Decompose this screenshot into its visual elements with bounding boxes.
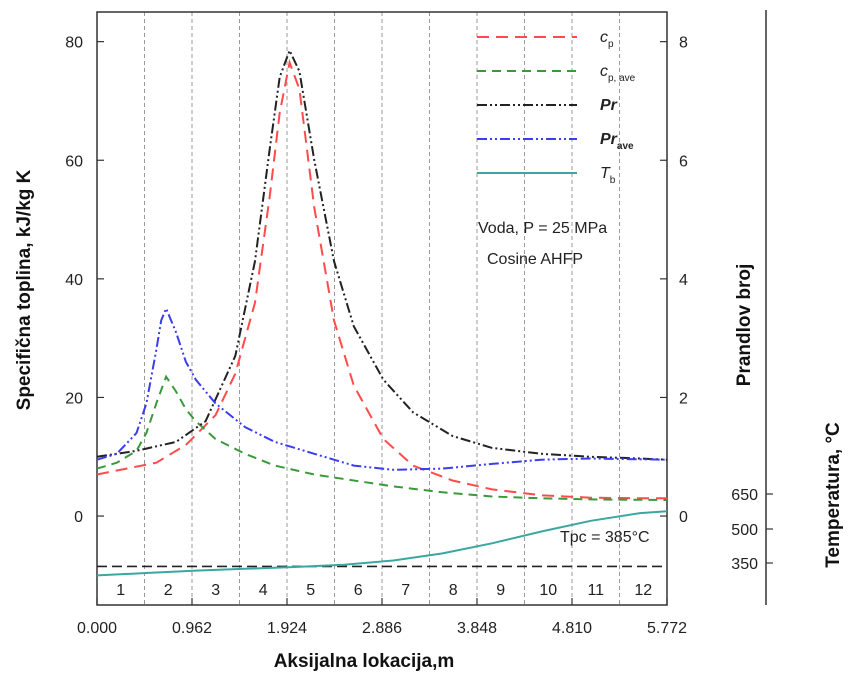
y-tick-right-label: 0 bbox=[679, 509, 688, 526]
series-line bbox=[96, 58, 667, 500]
y-tick-left-label: 40 bbox=[65, 272, 83, 289]
y-tick-right-label: 4 bbox=[679, 272, 688, 289]
legend-label: Prave bbox=[600, 131, 634, 152]
fluid-annotation: Voda, P = 25 MPa bbox=[478, 220, 607, 237]
temperature-tick-label: 650 bbox=[731, 487, 758, 504]
y-tick-right-label: 8 bbox=[679, 35, 688, 52]
section-label: 5 bbox=[306, 582, 315, 599]
y-axis-left-title: Specifična toplina, kJ/kg K bbox=[14, 169, 35, 410]
flux-annotation: Cosine AHFP bbox=[487, 251, 583, 268]
section-label: 10 bbox=[539, 582, 557, 599]
x-tick-label: 0.000 bbox=[77, 620, 117, 637]
y-tick-left-label: 0 bbox=[74, 509, 83, 526]
temperature-ticks: 650 500 350 bbox=[731, 487, 773, 573]
section-labels: 1 2 3 4 5 6 7 8 9 10 11 12 bbox=[116, 582, 652, 599]
y-tick-left-label: 60 bbox=[65, 153, 83, 170]
temperature-tick-label: 350 bbox=[731, 556, 758, 573]
pseudocritical-label: Tpc = 385°C bbox=[560, 529, 650, 546]
y-tick-left-label: 20 bbox=[65, 390, 83, 407]
section-label: 2 bbox=[164, 582, 173, 599]
x-ticks: 0.000 0.962 1.924 2.886 3.848 4.810 5.772 bbox=[77, 598, 687, 637]
x-tick-label: 5.772 bbox=[647, 620, 687, 637]
section-label: 8 bbox=[449, 582, 458, 599]
section-label: 9 bbox=[496, 582, 505, 599]
section-label: 1 bbox=[116, 582, 125, 599]
legend-label: Tb bbox=[600, 165, 616, 186]
y-axis-right-title: Prandlov broj bbox=[734, 264, 755, 386]
x-tick-label: 2.886 bbox=[362, 620, 402, 637]
section-label: 6 bbox=[354, 582, 363, 599]
series-line bbox=[96, 305, 668, 471]
section-label: 3 bbox=[211, 582, 220, 599]
section-label: 12 bbox=[634, 582, 652, 599]
section-label: 7 bbox=[401, 582, 410, 599]
series-line bbox=[96, 374, 668, 501]
section-label: 11 bbox=[587, 582, 604, 599]
series-line bbox=[96, 510, 668, 577]
legend-label: Pr bbox=[600, 97, 618, 114]
y-ticks-left: 0 20 40 60 80 bbox=[65, 35, 104, 526]
section-label: 4 bbox=[259, 582, 268, 599]
legend-label: cp, ave bbox=[600, 63, 636, 84]
x-tick-label: 3.848 bbox=[457, 620, 497, 637]
x-tick-label: 0.962 bbox=[172, 620, 212, 637]
x-axis-title: Aksijalna lokacija,m bbox=[274, 651, 455, 672]
legend: cp cp, ave Pr Prave Tb bbox=[477, 29, 636, 186]
temperature-axis-title: Temperatura, °C bbox=[823, 422, 844, 568]
temperature-tick-label: 500 bbox=[731, 522, 758, 539]
grid-lines bbox=[144, 12, 620, 605]
legend-label: cp bbox=[600, 29, 614, 50]
y-tick-left-label: 80 bbox=[65, 35, 83, 52]
y-tick-right-label: 6 bbox=[679, 153, 688, 170]
x-tick-label: 4.810 bbox=[552, 620, 592, 637]
y-tick-right-label: 2 bbox=[679, 390, 688, 407]
x-tick-label: 1.924 bbox=[267, 620, 307, 637]
series-lines bbox=[96, 47, 668, 577]
series-line bbox=[96, 47, 668, 461]
y-ticks-right: 0 2 4 6 8 bbox=[660, 35, 688, 526]
